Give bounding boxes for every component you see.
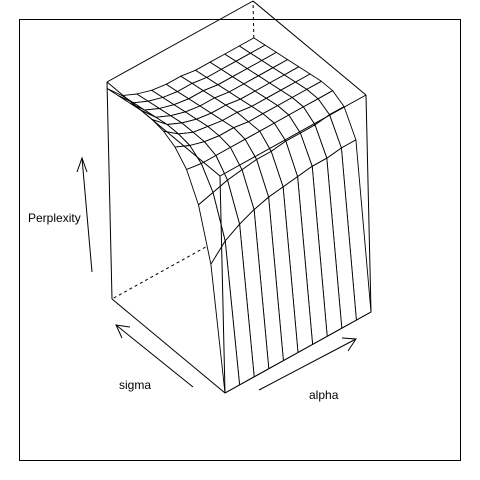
bounding-box-front [106, 81, 372, 394]
box-edge [106, 81, 221, 177]
alpha-axis-arrowhead [341, 337, 357, 352]
box-edge [219, 94, 367, 177]
plot-frame [19, 19, 461, 461]
z-axis-arrowhead [76, 156, 88, 173]
surface-mesh [106, 37, 372, 394]
axis-arrows [76, 156, 357, 391]
sigma-axis-arrow [115, 324, 194, 388]
box-edge [219, 175, 226, 394]
box-edge [106, 0, 254, 83]
sigma-axis-arrowhead [115, 324, 131, 339]
alpha-axis-label: alpha [309, 388, 339, 402]
box-edge [365, 94, 372, 313]
box-edge [111, 298, 226, 394]
box-edge [224, 311, 372, 394]
sigma-axis-label: sigma [119, 378, 151, 392]
z-axis-label: Perplexity [28, 211, 81, 225]
z-axis-arrow [81, 157, 93, 273]
box-edge [106, 81, 113, 300]
box-edge-hidden [111, 217, 259, 300]
alpha-axis-arrow [258, 338, 357, 391]
box-edge [252, 0, 367, 96]
